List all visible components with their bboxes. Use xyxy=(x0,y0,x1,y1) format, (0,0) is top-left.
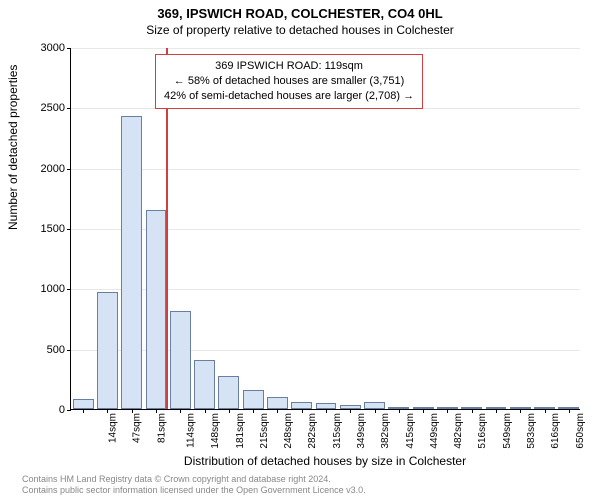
x-tick-label: 583sqm xyxy=(526,413,537,449)
histogram-bar xyxy=(364,402,385,409)
x-tick-label: 349sqm xyxy=(356,413,367,449)
y-tick-label: 3000 xyxy=(41,42,65,54)
y-tick-mark xyxy=(67,289,71,290)
histogram-bar xyxy=(97,292,118,409)
x-tick-mark xyxy=(229,409,230,413)
x-tick-label: 248sqm xyxy=(283,413,294,449)
x-tick-label: 315sqm xyxy=(332,413,343,449)
histogram-bar xyxy=(267,397,288,409)
x-tick-mark xyxy=(545,409,546,413)
y-tick-mark xyxy=(67,229,71,230)
y-tick-mark xyxy=(67,350,71,351)
callout-line: ← 58% of detached houses are smaller (3,… xyxy=(164,74,414,89)
gridline xyxy=(71,48,580,49)
histogram-bar xyxy=(243,390,264,409)
x-tick-mark xyxy=(277,409,278,413)
callout-box: 369 IPSWICH ROAD: 119sqm← 58% of detache… xyxy=(155,54,423,109)
x-tick-label: 415sqm xyxy=(405,413,416,449)
x-tick-label: 148sqm xyxy=(210,413,221,449)
footer-line-2: Contains public sector information licen… xyxy=(22,485,366,496)
y-tick-mark xyxy=(67,48,71,49)
footer-line-1: Contains HM Land Registry data © Crown c… xyxy=(22,474,366,485)
x-tick-mark xyxy=(326,409,327,413)
x-tick-label: 616sqm xyxy=(550,413,561,449)
y-axis-label: Number of detached properties xyxy=(6,65,20,230)
histogram-bar xyxy=(73,399,94,409)
y-tick-mark xyxy=(67,169,71,170)
x-tick-label: 516sqm xyxy=(478,413,489,449)
x-tick-label: 14sqm xyxy=(108,413,119,443)
x-tick-mark xyxy=(205,409,206,413)
x-tick-mark xyxy=(496,409,497,413)
x-tick-mark xyxy=(423,409,424,413)
y-tick-label: 500 xyxy=(47,344,65,356)
x-tick-mark xyxy=(520,409,521,413)
x-tick-mark xyxy=(83,409,84,413)
x-tick-label: 650sqm xyxy=(575,413,586,449)
x-tick-label: 282sqm xyxy=(308,413,319,449)
x-tick-label: 114sqm xyxy=(185,413,196,448)
y-tick-label: 0 xyxy=(59,404,65,416)
x-tick-label: 482sqm xyxy=(453,413,464,449)
histogram-plot: 05001000150020002500300014sqm47sqm81sqm1… xyxy=(70,48,580,410)
x-tick-mark xyxy=(180,409,181,413)
x-tick-label: 382sqm xyxy=(380,413,391,449)
histogram-bar xyxy=(121,116,142,409)
y-tick-label: 1000 xyxy=(41,283,65,295)
x-tick-label: 81sqm xyxy=(156,413,167,443)
histogram-bar xyxy=(170,311,191,409)
histogram-bar xyxy=(291,402,312,409)
x-tick-label: 47sqm xyxy=(132,413,143,443)
attribution-footer: Contains HM Land Registry data © Crown c… xyxy=(22,474,366,497)
y-tick-label: 2500 xyxy=(41,102,65,114)
x-tick-label: 549sqm xyxy=(502,413,513,449)
x-tick-mark xyxy=(132,409,133,413)
x-tick-mark xyxy=(302,409,303,413)
x-tick-mark xyxy=(569,409,570,413)
page-title: 369, IPSWICH ROAD, COLCHESTER, CO4 0HL xyxy=(0,6,600,21)
histogram-bar xyxy=(146,210,167,409)
x-tick-label: 181sqm xyxy=(235,413,246,449)
x-tick-mark xyxy=(107,409,108,413)
x-tick-label: 215sqm xyxy=(259,413,270,449)
x-tick-mark xyxy=(375,409,376,413)
y-tick-label: 1500 xyxy=(41,223,65,235)
x-axis-label: Distribution of detached houses by size … xyxy=(70,454,580,468)
y-tick-mark xyxy=(67,108,71,109)
y-tick-label: 2000 xyxy=(41,163,65,175)
x-tick-label: 449sqm xyxy=(429,413,440,449)
histogram-bar xyxy=(218,376,239,409)
x-tick-mark xyxy=(156,409,157,413)
histogram-bar xyxy=(194,360,215,409)
callout-line: 369 IPSWICH ROAD: 119sqm xyxy=(164,59,414,74)
y-tick-mark xyxy=(67,410,71,411)
x-tick-mark xyxy=(399,409,400,413)
page-subtitle: Size of property relative to detached ho… xyxy=(0,23,600,37)
callout-line: 42% of semi-detached houses are larger (… xyxy=(164,89,414,104)
x-tick-mark xyxy=(253,409,254,413)
x-tick-mark xyxy=(472,409,473,413)
x-tick-mark xyxy=(350,409,351,413)
x-tick-mark xyxy=(447,409,448,413)
gridline xyxy=(71,169,580,170)
